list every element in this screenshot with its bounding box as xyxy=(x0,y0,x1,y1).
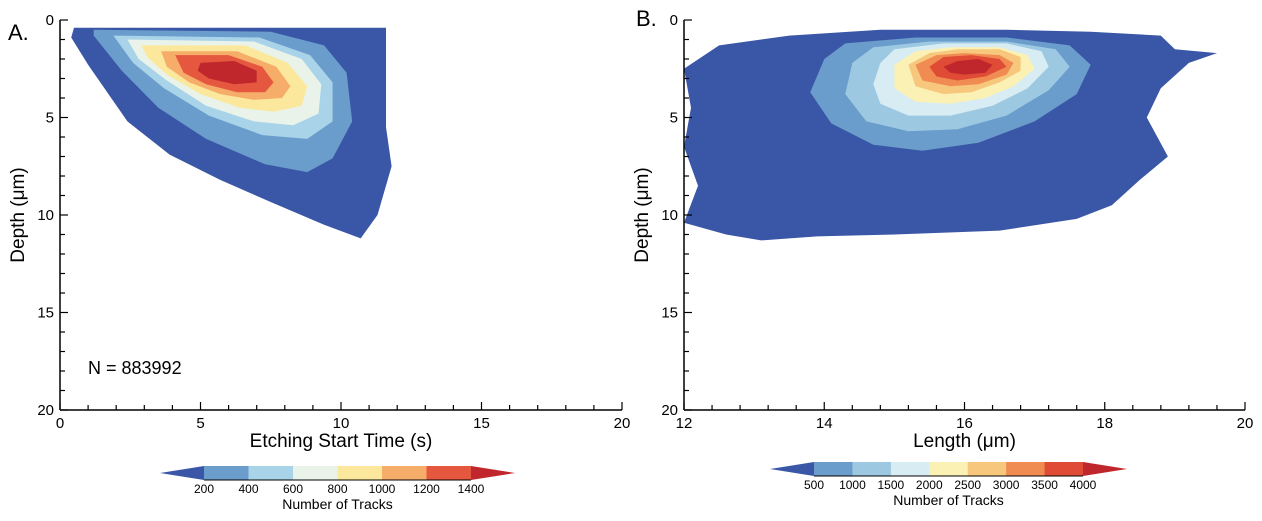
colorbar-band xyxy=(967,462,1007,476)
contour-band-9 xyxy=(943,59,993,75)
y-tick-label: 5 xyxy=(670,110,678,127)
colorbar-band xyxy=(382,466,427,480)
colorbar-extend-high xyxy=(1083,462,1127,476)
x-tick-label: 10 xyxy=(333,415,350,432)
x-tick-label: 20 xyxy=(614,415,631,432)
x-tick-label: 16 xyxy=(956,415,973,432)
colorbar-band xyxy=(293,466,338,480)
colorbar-tick-label: 1400 xyxy=(458,482,485,496)
x-axis-label: Etching Start Time (s) xyxy=(250,431,433,452)
y-tick-label: 15 xyxy=(661,305,678,322)
x-tick-label: 20 xyxy=(1237,415,1254,432)
colorbar-tick-label: 800 xyxy=(327,482,347,496)
colorbar-band xyxy=(204,466,249,480)
colorbar-band xyxy=(337,466,383,480)
colorbar-band xyxy=(814,462,853,476)
y-tick-label: 20 xyxy=(37,402,54,419)
contour-band-8 xyxy=(197,61,257,85)
x-tick-label: 15 xyxy=(473,415,490,432)
panel-label: B. xyxy=(636,6,657,31)
contour-fills xyxy=(71,27,392,239)
colorbar-extend-low xyxy=(160,466,204,480)
x-tick-label: 18 xyxy=(1096,415,1113,432)
y-tick-label: 15 xyxy=(37,305,54,322)
y-axis-label: Depth (μm) xyxy=(632,167,653,262)
colorbar-tick-label: 3000 xyxy=(993,478,1020,492)
colorbar-tick-label: 4000 xyxy=(1070,478,1097,492)
y-tick-label: 20 xyxy=(661,402,678,419)
colorbar-tick-label: 1000 xyxy=(839,478,866,492)
colorbar-title: Number of Tracks xyxy=(282,496,392,512)
x-axis-label: Length (μm) xyxy=(913,431,1016,452)
contour-fills xyxy=(684,29,1217,241)
colorbar-tick-label: 2500 xyxy=(954,478,981,492)
x-tick-label: 0 xyxy=(56,415,64,432)
y-tick-label: 10 xyxy=(37,207,54,224)
colorbar-band xyxy=(426,466,472,480)
colorbar-tick-label: 1500 xyxy=(878,478,905,492)
y-tick-label: 0 xyxy=(670,12,678,29)
colorbar-tick-label: 200 xyxy=(194,482,214,496)
colorbar-tick-label: 500 xyxy=(804,478,824,492)
colorbar-tick-label: 1200 xyxy=(413,482,440,496)
x-tick-label: 14 xyxy=(816,415,833,432)
colorbar-band xyxy=(1006,462,1046,476)
colorbar-extend-low xyxy=(770,462,814,476)
x-tick-label: 12 xyxy=(676,415,693,432)
colorbar: 200 400 600 800 1000 1200 1400 Number of Tracks xyxy=(160,466,515,512)
colorbar-band xyxy=(248,466,294,480)
colorbar-tick-label: 400 xyxy=(238,482,258,496)
sample-count-annotation: N = 883992 xyxy=(88,358,182,378)
y-axis-label: Depth (μm) xyxy=(8,167,29,262)
colorbar-tick-label: 3500 xyxy=(1031,478,1058,492)
y-tick-label: 10 xyxy=(661,207,678,224)
panel-label: A. xyxy=(8,20,29,45)
colorbar-band xyxy=(890,462,930,476)
colorbar-title: Number of Tracks xyxy=(893,492,1003,508)
colorbar-tick-label: 1000 xyxy=(369,482,396,496)
colorbar-tick-label: 600 xyxy=(283,482,303,496)
colorbar-band xyxy=(1044,462,1084,476)
colorbar-tick-label: 2000 xyxy=(916,478,943,492)
colorbar-extend-high xyxy=(471,466,515,480)
y-tick-label: 0 xyxy=(46,12,54,29)
colorbar-band xyxy=(929,462,969,476)
x-tick-label: 5 xyxy=(196,415,204,432)
colorbar: 500 1000 1500 2000 2500 3000 3500 4000 Number of… xyxy=(770,462,1127,508)
colorbar-band xyxy=(852,462,892,476)
y-tick-label: 5 xyxy=(46,110,54,127)
